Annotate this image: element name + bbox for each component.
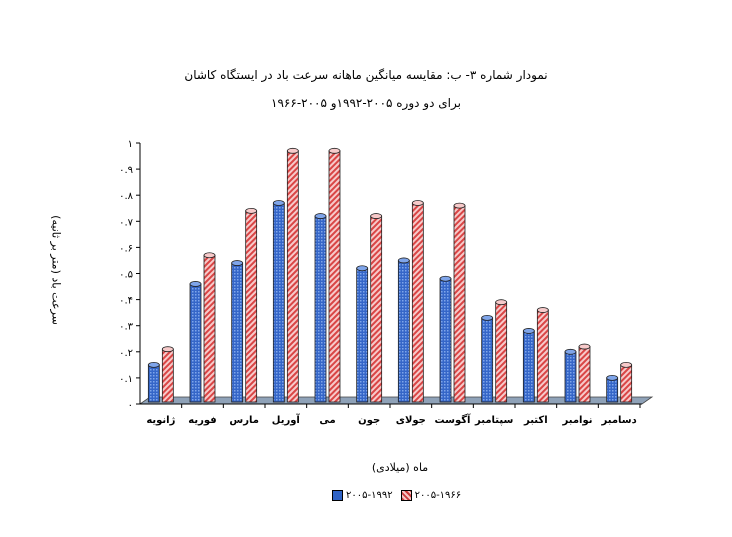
x-tick-label: فوریه <box>188 415 216 426</box>
bar <box>564 351 577 403</box>
x-tick-label: آوریل <box>272 413 301 426</box>
bar <box>578 346 591 403</box>
x-tick-label: نوامبر <box>562 415 593 426</box>
bar <box>453 205 466 403</box>
y-tick-label: ۰.۷ <box>119 217 134 228</box>
bar <box>161 348 174 403</box>
bar <box>356 267 369 403</box>
bar-cap <box>370 213 383 219</box>
bar <box>231 262 244 403</box>
bar-cap <box>286 147 299 154</box>
legend: ۲۰۰۵-۱۹۹۲ ۲۰۰۵-۱۹۶۶ <box>332 490 461 501</box>
bar <box>203 254 216 403</box>
legend-item-series2: ۲۰۰۵-۱۹۶۶ <box>400 490 462 501</box>
bar-cap <box>411 200 424 206</box>
bar <box>245 210 258 403</box>
bar-cap <box>314 213 327 219</box>
y-tick-label: ۰.۲ <box>119 348 133 359</box>
bar-cap <box>397 257 410 264</box>
bar <box>536 309 549 403</box>
y-tick-label: ۰.۴ <box>119 296 133 307</box>
x-tick-label: جولای <box>396 415 426 426</box>
x-axis-label: ماه (میلادی) <box>371 461 429 474</box>
legend-swatch-series2 <box>400 490 412 501</box>
bar-cap <box>203 252 216 259</box>
bar <box>314 215 327 403</box>
x-tick-label: دسامبر <box>601 415 637 426</box>
bar-cap <box>564 348 577 355</box>
bar <box>620 364 633 403</box>
bar-cap <box>495 299 508 306</box>
bar-cap <box>356 265 369 272</box>
x-tick-label: جون <box>358 415 380 426</box>
y-tick-label: ۰.۱ <box>119 374 133 385</box>
bar <box>147 364 160 403</box>
x-tick-label: آگوست <box>435 413 472 426</box>
x-tick-label: مارس <box>229 415 259 426</box>
x-tick-label: ژانویه <box>146 415 175 426</box>
bar-cap <box>189 281 202 287</box>
y-tick-label: ۰ <box>128 400 133 411</box>
bar-cap <box>453 202 466 209</box>
bar <box>286 150 299 403</box>
bar-cap <box>578 343 591 350</box>
bar <box>328 150 341 403</box>
bar <box>439 278 452 403</box>
y-tick-label: ۰.۶ <box>119 243 133 254</box>
bar-cap <box>147 361 160 368</box>
bar <box>189 283 202 403</box>
bar <box>522 330 535 403</box>
bar-cap <box>522 328 535 334</box>
bar-cap <box>536 307 549 313</box>
chart-title: نمودار شماره ۳- ب: مقایسه میانگین ماهانه… <box>184 68 548 82</box>
legend-label-series1: ۲۰۰۵-۱۹۹۲ <box>346 490 393 501</box>
chart-subtitle: برای دو دوره ۲۰۰۵-۱۹۹۲و ۲۰۰۵-۱۹۶۶ <box>271 96 461 110</box>
bar <box>272 202 285 403</box>
bar <box>481 317 494 403</box>
legend-label-series2: ۲۰۰۵-۱۹۶۶ <box>414 490 462 501</box>
bar-cap <box>245 207 258 214</box>
bar-cap <box>328 147 341 154</box>
bar-cap <box>231 260 244 266</box>
legend-item-series1: ۲۰۰۵-۱۹۹۲ <box>332 490 393 501</box>
bar-cap <box>606 374 619 381</box>
bar <box>411 202 424 403</box>
bar <box>397 260 410 403</box>
bar-cap <box>439 275 452 282</box>
bar-cap <box>272 200 285 206</box>
x-tick-label: اکتبر <box>523 415 548 426</box>
x-tick-label: می <box>319 415 335 426</box>
bar <box>495 301 508 403</box>
y-tick-label: ۰.۸ <box>119 191 134 202</box>
y-tick-label: ۰.۹ <box>119 165 133 176</box>
y-tick-label: ۱ <box>128 139 133 150</box>
bar-cap <box>161 346 174 353</box>
x-tick-label: سپتامبر <box>474 415 513 426</box>
y-tick-label: ۰.۵ <box>119 270 133 281</box>
bar-cap <box>481 314 494 321</box>
bar <box>606 377 619 403</box>
y-tick-label: ۰.۳ <box>119 322 134 333</box>
bar-cap <box>620 361 633 368</box>
legend-swatch-series1 <box>332 490 343 501</box>
bar <box>370 215 383 403</box>
